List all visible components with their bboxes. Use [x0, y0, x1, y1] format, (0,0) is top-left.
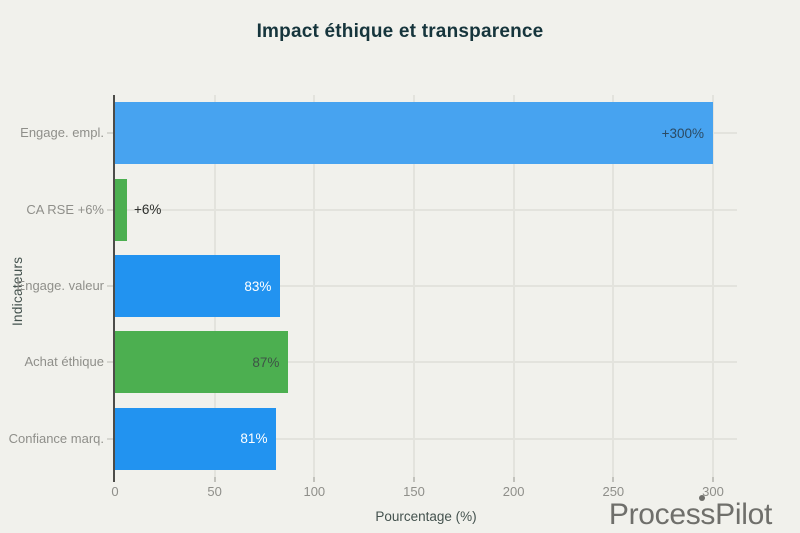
bar: [115, 331, 289, 394]
x-tick-label: 300: [702, 484, 724, 499]
x-axis-tick: [413, 477, 415, 482]
plot-area: +300% +6% 83% 87% 81%: [113, 95, 737, 482]
category-label: Achat éthique: [24, 354, 104, 370]
x-axis-title: Pourcentage (%): [375, 509, 477, 524]
category-label: CA RSE +6%: [26, 201, 104, 217]
category-gridline: [115, 437, 737, 440]
y-axis-tick: [107, 285, 113, 287]
bar: [115, 178, 127, 241]
bar-value-label: 81%: [240, 431, 268, 447]
x-tick-label: 250: [602, 484, 625, 499]
y-axis-tick: [107, 361, 113, 364]
logo-dot-icon: [699, 495, 705, 501]
bar-value-label: +300%: [661, 125, 704, 141]
y-axis-tick: [107, 132, 113, 135]
x-axis-tick: [213, 477, 216, 482]
category-label: Confiance marq.: [8, 430, 104, 446]
x-tick-label: 50: [207, 484, 222, 499]
bar: [115, 102, 713, 165]
category-label: Engage. empl.: [20, 125, 104, 141]
bar-value-label: 87%: [252, 354, 280, 370]
y-axis-line: [113, 95, 115, 482]
bar-value-label: +6%: [133, 202, 162, 218]
x-axis-tick: [612, 477, 615, 482]
y-axis-tick: [107, 437, 113, 440]
x-tick-label: 0: [111, 484, 119, 499]
x-axis-tick: [712, 477, 714, 482]
category-gridline: [115, 361, 737, 364]
x-axis-tick: [313, 477, 316, 482]
y-axis-tick: [107, 208, 113, 211]
bar: [115, 407, 277, 470]
category-label: Engage. valeur: [16, 278, 104, 293]
chart-title: Impact éthique et transparence: [256, 21, 544, 42]
x-axis-tick: [512, 477, 515, 482]
category-gridline: [115, 285, 737, 287]
x-tick-label: 150: [403, 484, 425, 499]
bar: [115, 255, 281, 317]
x-tick-label: 200: [502, 484, 525, 499]
brand-logo: ProcessPilot: [608, 495, 772, 532]
bar-value-label: 83%: [244, 278, 272, 294]
category-gridline: [115, 208, 737, 211]
x-tick-label: 100: [303, 484, 326, 499]
brand-logo-text: ProcessPilot: [608, 498, 772, 531]
